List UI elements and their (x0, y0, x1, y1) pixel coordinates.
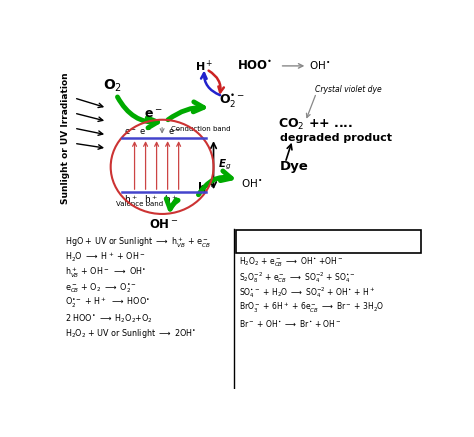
Text: S$_2$O$_8^{-2}$ + e$^-_{CB}$ $\longrightarrow$ SO$_4^{-2}$ + SO$_4^{\bullet-}$: S$_2$O$_8^{-2}$ + e$^-_{CB}$ $\longright… (238, 271, 356, 285)
Text: Dye: Dye (280, 160, 309, 173)
Text: HOO$^{•}$: HOO$^{•}$ (237, 59, 273, 73)
Text: Valence band: Valence band (116, 201, 164, 207)
Text: SO$_4^{\bullet-}$ + H$_2$O $\longrightarrow$ SO$_4^{-2}$ + OH$^{\bullet}$ + H$^+: SO$_4^{\bullet-}$ + H$_2$O $\longrightar… (238, 286, 375, 301)
Text: h$^+_{VB}$ + OH$^-$ $\longrightarrow$ OH$^{\bullet}$: h$^+_{VB}$ + OH$^-$ $\longrightarrow$ OH… (65, 266, 146, 280)
Text: h$^+$: h$^+$ (164, 194, 178, 205)
Text: degraded product: degraded product (280, 133, 392, 143)
Text: Electron acceptors: Electron acceptors (281, 237, 376, 246)
Text: OH$^{•}$: OH$^{•}$ (309, 60, 330, 72)
Text: O$_2$: O$_2$ (103, 78, 122, 94)
Text: h$^+$: h$^+$ (124, 194, 138, 205)
Text: Crystal violet dye: Crystal violet dye (315, 85, 381, 94)
Text: OH$^{•}$: OH$^{•}$ (241, 177, 263, 190)
Text: H$_2$O$_2$ + e$^-_{CB}$ $\longrightarrow$ OH$^{\bullet}$ +OH$^-$: H$_2$O$_2$ + e$^-_{CB}$ $\longrightarrow… (238, 256, 343, 270)
Text: H$_2$O$_2$ + UV or Sunlight $\longrightarrow$ 2OH$^{\bullet}$: H$_2$O$_2$ + UV or Sunlight $\longrighta… (65, 327, 196, 340)
FancyBboxPatch shape (236, 230, 421, 253)
Text: e$^-$ e$^-$: e$^-$ e$^-$ (124, 128, 152, 137)
Text: Conduction band: Conduction band (171, 126, 231, 132)
Text: H$^+$: H$^+$ (195, 58, 214, 73)
Text: O$_2^{\bullet-}$ + H$^+$ $\longrightarrow$ HOO$^{\bullet}$: O$_2^{\bullet-}$ + H$^+$ $\longrightarro… (65, 296, 150, 310)
Text: O$_2^{•-}$: O$_2^{•-}$ (219, 93, 245, 110)
Text: 2 HOO$^{\bullet}$ $\longrightarrow$ H$_2$O$_2$+O$_2$: 2 HOO$^{\bullet}$ $\longrightarrow$ H$_2… (65, 312, 153, 325)
Text: CO$_2$ ++ ....: CO$_2$ ++ .... (278, 117, 353, 132)
Text: e$^-_{CB}$ + O$_2$ $\longrightarrow$ O$_2^{\bullet-}$: e$^-_{CB}$ + O$_2$ $\longrightarrow$ O$_… (65, 281, 137, 295)
Text: h$^+$: h$^+$ (144, 194, 158, 205)
Text: h$^+$: h$^+$ (197, 181, 215, 196)
Text: e$^-$: e$^-$ (144, 108, 162, 121)
Text: Br$^-$ + OH$^{\bullet}$ $\longrightarrow$ Br$^{\bullet}$ + OH$^-$: Br$^-$ + OH$^{\bullet}$ $\longrightarrow… (238, 318, 341, 329)
Text: Sunlight or UV Irradiation: Sunlight or UV Irradiation (61, 73, 70, 204)
Text: OH$^-$: OH$^-$ (149, 218, 179, 231)
Text: HgO + UV or Sunlight $\longrightarrow$ h$^+_{VB}$ + e$^-_{CB}$: HgO + UV or Sunlight $\longrightarrow$ h… (65, 236, 210, 250)
Text: E$_g$: E$_g$ (218, 158, 231, 172)
Text: H$_2$O $\longrightarrow$ H$^+$ + OH$^-$: H$_2$O $\longrightarrow$ H$^+$ + OH$^-$ (65, 251, 145, 264)
Text: e$^-$: e$^-$ (168, 128, 180, 137)
Text: BrO$_3^-$ + 6H$^+$ + 6e$^-_{CB}$ $\longrightarrow$ Br$^-$ + 3H$_2$O: BrO$_3^-$ + 6H$^+$ + 6e$^-_{CB}$ $\longr… (238, 301, 384, 315)
